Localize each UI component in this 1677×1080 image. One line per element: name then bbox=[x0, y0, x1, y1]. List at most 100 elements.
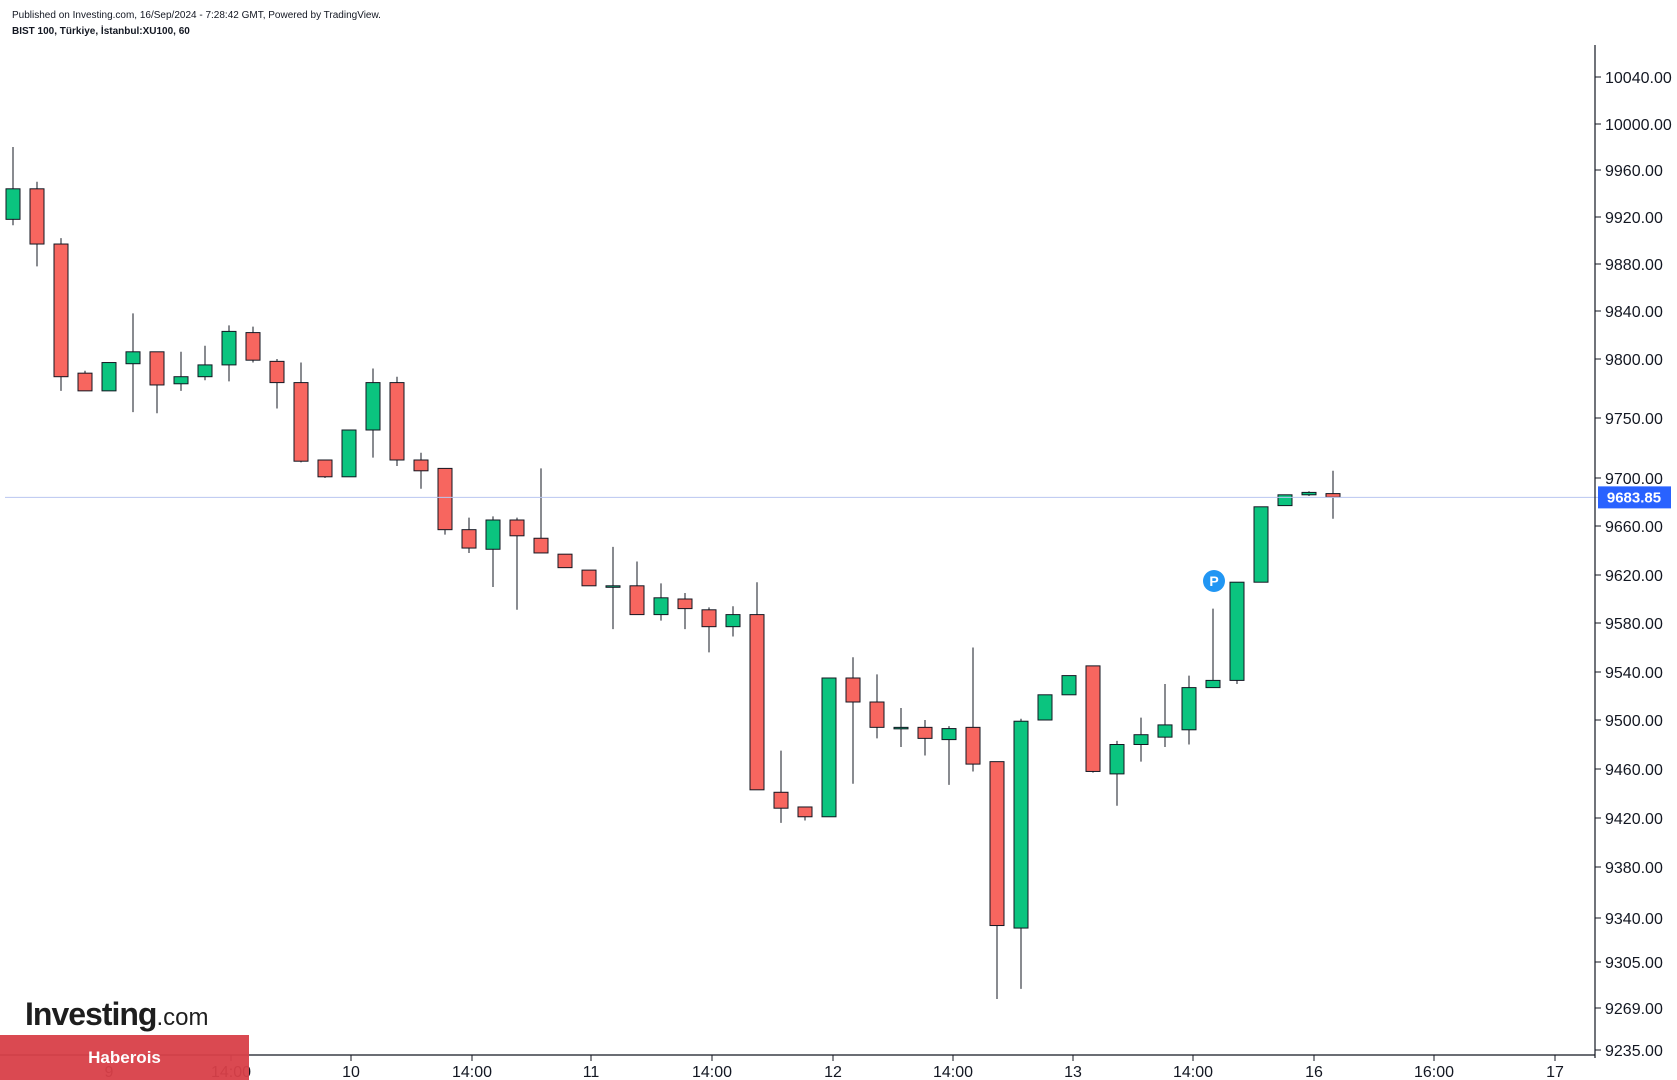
candle-body bbox=[1229, 581, 1245, 681]
y-tick-label: 9580.00 bbox=[1605, 616, 1663, 633]
candle-body bbox=[317, 459, 333, 478]
candle bbox=[1037, 694, 1053, 721]
candle-body bbox=[845, 677, 861, 703]
investing-logo: Investing.com bbox=[25, 996, 208, 1033]
candle-body bbox=[293, 382, 309, 462]
candle-body bbox=[1133, 734, 1149, 746]
candle-body bbox=[965, 726, 981, 765]
candle-body bbox=[1061, 675, 1077, 696]
candle-body bbox=[197, 364, 213, 378]
candle bbox=[5, 147, 21, 226]
x-tick-label: 16 bbox=[1305, 1064, 1323, 1080]
candle bbox=[413, 452, 429, 489]
chart-header: Published on Investing.com, 16/Sep/2024 … bbox=[12, 8, 381, 40]
candle-body bbox=[485, 519, 501, 550]
candle bbox=[1157, 684, 1173, 747]
candle bbox=[173, 351, 189, 391]
candle bbox=[653, 583, 669, 621]
candle-body bbox=[605, 585, 621, 588]
candle-body bbox=[269, 360, 285, 384]
y-tick-label: 9340.00 bbox=[1605, 911, 1663, 928]
candle bbox=[389, 376, 405, 466]
x-tick-label: 11 bbox=[583, 1064, 600, 1080]
y-tick-label: 9960.00 bbox=[1605, 163, 1663, 180]
candle-body bbox=[821, 677, 837, 818]
candles-group bbox=[5, 147, 1341, 1000]
x-tick-label: 14:00 bbox=[452, 1064, 492, 1080]
candle-body bbox=[1205, 679, 1221, 689]
y-tick-label: 9840.00 bbox=[1605, 304, 1663, 321]
candle-body bbox=[749, 614, 765, 791]
candle-body bbox=[533, 537, 549, 554]
current-price-line-group: 9683.85 bbox=[5, 486, 1671, 509]
candle bbox=[365, 368, 381, 458]
y-tick-label: 9750.00 bbox=[1605, 411, 1663, 428]
y-tick-label: 9460.00 bbox=[1605, 762, 1663, 779]
logo-suffix: .com bbox=[156, 1004, 209, 1031]
candle-body bbox=[1253, 506, 1269, 583]
candle bbox=[773, 750, 789, 823]
y-tick-label: 10000.00 bbox=[1605, 117, 1672, 134]
candle-body bbox=[221, 330, 237, 366]
candle bbox=[917, 720, 933, 756]
candle-body bbox=[1301, 491, 1317, 496]
candle bbox=[437, 467, 453, 535]
candle-body bbox=[245, 332, 261, 361]
candle bbox=[245, 326, 261, 363]
candle-body bbox=[581, 569, 597, 587]
x-tick-label: 14:00 bbox=[692, 1064, 732, 1080]
x-tick-label: 14:00 bbox=[933, 1064, 973, 1080]
candle-body bbox=[1109, 744, 1125, 775]
candle bbox=[1325, 470, 1341, 519]
y-tick-label: 9540.00 bbox=[1605, 665, 1663, 682]
candle-body bbox=[797, 806, 813, 818]
y-tick-label: 10040.00 bbox=[1605, 70, 1672, 87]
candle bbox=[221, 325, 237, 382]
candle bbox=[461, 517, 477, 553]
y-tick-label: 9500.00 bbox=[1605, 713, 1663, 730]
candle bbox=[149, 351, 165, 414]
x-tick-label: 10 bbox=[342, 1064, 360, 1080]
candle bbox=[1085, 665, 1101, 773]
candle bbox=[1181, 675, 1197, 745]
candle bbox=[941, 726, 957, 785]
published-text: Published on Investing.com, 16/Sep/2024 … bbox=[12, 10, 381, 21]
y-tick-label: 9660.00 bbox=[1605, 519, 1663, 536]
candle-body bbox=[557, 553, 573, 569]
candle bbox=[821, 677, 837, 818]
x-tick-label: 14:00 bbox=[1173, 1064, 1213, 1080]
candle bbox=[701, 607, 717, 653]
candle bbox=[1133, 717, 1149, 762]
x-tick-label: 16:00 bbox=[1414, 1064, 1454, 1080]
current-price-label: 9683.85 bbox=[1607, 489, 1661, 506]
candle-body bbox=[629, 585, 645, 616]
candle-body bbox=[725, 614, 741, 628]
candle-body bbox=[1085, 665, 1101, 772]
y-tick-label: 9235.00 bbox=[1605, 1043, 1663, 1060]
y-tick-label: 9420.00 bbox=[1605, 811, 1663, 828]
candle bbox=[989, 761, 1005, 1000]
candle bbox=[677, 593, 693, 630]
candle bbox=[509, 517, 525, 610]
candle-body bbox=[893, 726, 909, 730]
candle bbox=[1061, 675, 1077, 696]
candle bbox=[725, 606, 741, 637]
candle-body bbox=[701, 609, 717, 628]
candle-body bbox=[773, 791, 789, 809]
candle-body bbox=[461, 529, 477, 549]
y-axis: 10040.00 10000.00 9960.00 9920.00 9880.00 984… bbox=[1594, 45, 1672, 1060]
candle bbox=[269, 359, 285, 409]
candle bbox=[965, 647, 981, 772]
candle-body bbox=[1037, 694, 1053, 721]
candle-body bbox=[989, 761, 1005, 927]
symbol-title: BIST 100, Türkiye, İstanbul:XU100, 60 bbox=[12, 26, 190, 37]
candle bbox=[1109, 740, 1125, 806]
candle bbox=[197, 345, 213, 381]
candle bbox=[101, 362, 117, 392]
marker-icon[interactable]: P bbox=[1203, 570, 1225, 592]
candle-body bbox=[173, 376, 189, 385]
candle-body bbox=[1157, 724, 1173, 738]
candle-body bbox=[341, 429, 357, 478]
y-tick-label: 9620.00 bbox=[1605, 568, 1663, 585]
